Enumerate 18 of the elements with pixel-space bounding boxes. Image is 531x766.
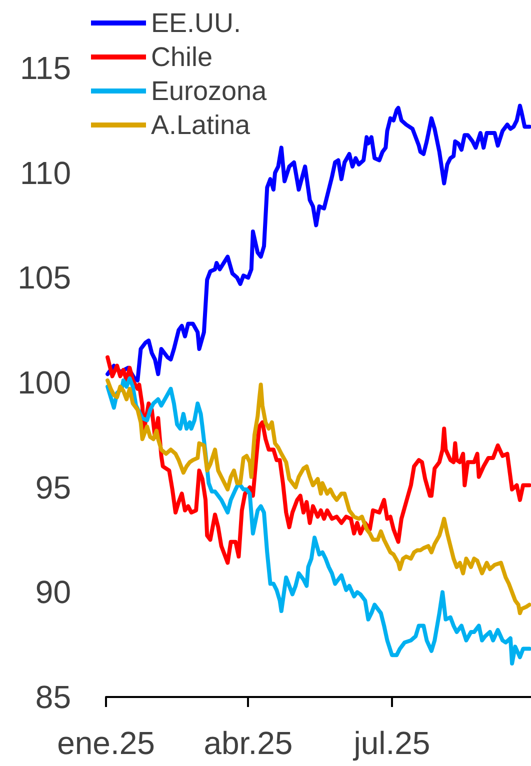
line-series bbox=[106, 355, 531, 565]
y-tick-label: 115 bbox=[20, 50, 71, 86]
y-tick-label: 90 bbox=[35, 574, 71, 610]
x-tick-label: jul.25 bbox=[352, 725, 430, 761]
line-series bbox=[106, 376, 531, 666]
legend-label: A.Latina bbox=[151, 110, 252, 140]
y-tick-label: 95 bbox=[35, 469, 71, 506]
line-series bbox=[106, 104, 531, 382]
x-tick-label: abr.25 bbox=[204, 725, 293, 761]
legend-label: Eurozona bbox=[151, 76, 268, 106]
y-tick-label: 110 bbox=[20, 154, 71, 191]
line-series bbox=[106, 378, 531, 616]
x-tick-label: ene.25 bbox=[57, 725, 155, 761]
legend-label: EE.UU. bbox=[151, 8, 242, 38]
y-tick-label: 85 bbox=[35, 679, 71, 715]
y-tick-label: 105 bbox=[18, 260, 71, 296]
legend-label: Chile bbox=[151, 42, 213, 72]
y-tick-label: 100 bbox=[18, 364, 71, 400]
